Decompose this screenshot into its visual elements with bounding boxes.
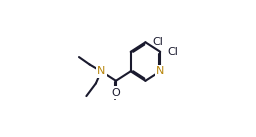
Text: Cl: Cl xyxy=(167,47,178,57)
Text: N: N xyxy=(156,66,164,76)
Text: Cl: Cl xyxy=(152,37,163,47)
Text: O: O xyxy=(112,88,120,98)
Text: N: N xyxy=(97,66,105,76)
